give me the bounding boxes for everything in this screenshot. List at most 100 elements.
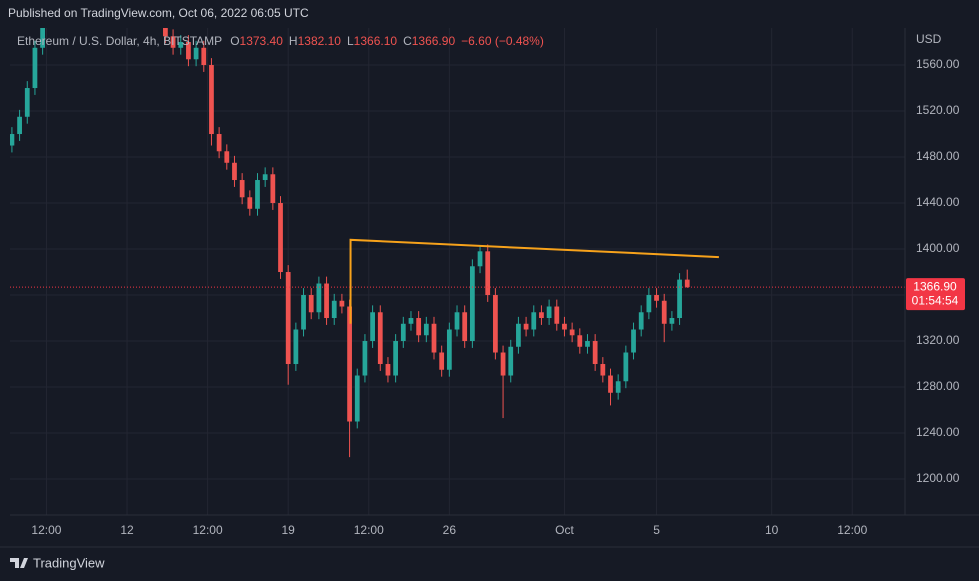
candle-body: [293, 329, 299, 365]
candle-body: [170, 36, 176, 48]
y-tick-label: 1240.00: [916, 425, 960, 439]
candle-body: [661, 300, 667, 324]
candle-body: [500, 352, 506, 376]
candle-body: [385, 364, 391, 376]
candle-body: [615, 381, 621, 393]
candle-body: [654, 295, 659, 301]
axes: 1200.001240.001280.001320.001360.001400.…: [31, 57, 965, 537]
candle-body: [569, 329, 575, 336]
candle-body: [316, 283, 322, 313]
trendline: [349, 238, 719, 324]
candle-body: [178, 42, 184, 48]
candle-body: [554, 306, 560, 324]
y-tick-label: 1520.00: [916, 103, 960, 117]
candle-body: [493, 295, 498, 353]
candle-body: [623, 352, 629, 382]
candle-body: [469, 266, 475, 342]
x-tick-label: 26: [443, 523, 457, 537]
price-label-box: [906, 278, 965, 311]
candle-body: [523, 323, 529, 330]
candle-body: [477, 251, 483, 267]
x-tick-label: 12:00: [31, 523, 61, 537]
candle-body: [423, 323, 429, 336]
candle-body: [416, 318, 422, 336]
candle-body: [209, 65, 214, 135]
y-tick-label: 1400.00: [916, 241, 960, 255]
candle-body: [347, 306, 352, 422]
candle-body: [362, 341, 368, 376]
candle-body: [331, 300, 337, 319]
candle-body: [592, 341, 598, 365]
candle-body: [216, 134, 222, 152]
candle-body: [193, 47, 199, 60]
candle-body: [454, 312, 460, 330]
legend-key: O: [230, 34, 239, 48]
candle-body: [370, 312, 375, 342]
legend: Ethereum / U.S. Dollar, 4h, BITSTAMP O137…: [17, 34, 544, 48]
legend-title: Ethereum / U.S. Dollar, 4h, BITSTAMP: [17, 34, 222, 48]
y-axis-label: USD: [916, 32, 942, 46]
x-tick-label: 10: [765, 523, 779, 537]
candle-body: [201, 47, 207, 66]
candle-body: [10, 134, 15, 146]
y-tick-label: 1280.00: [916, 379, 960, 393]
candle-body: [508, 346, 514, 376]
legend-key: H: [289, 34, 298, 48]
candle-body: [677, 279, 682, 319]
candle-body: [186, 42, 191, 60]
candle-body: [531, 312, 537, 330]
candle-body: [163, 28, 168, 37]
candle-body: [638, 312, 644, 330]
legend-value: 1382.10: [298, 34, 342, 48]
price-label: 1366.90: [913, 279, 957, 293]
candle-body: [262, 174, 268, 181]
candle-body: [600, 364, 606, 376]
candle-body: [431, 323, 437, 353]
candle-body: [439, 352, 445, 370]
candle-body: [539, 312, 544, 319]
legend-key: C: [403, 34, 412, 48]
candle-body: [669, 318, 675, 324]
x-tick-label: Oct: [555, 523, 574, 537]
candle-body: [354, 375, 360, 422]
plot: [10, 28, 905, 458]
grid: [10, 28, 905, 515]
legend-value: 1373.40: [240, 34, 284, 48]
y-tick-label: 1440.00: [916, 195, 960, 209]
legend-change: −6.60 (−0.48%): [461, 34, 544, 48]
candle-body: [631, 329, 636, 353]
candle-body: [462, 312, 468, 342]
legend-value: 1366.90: [412, 34, 456, 48]
y-tick-label: 1480.00: [916, 149, 960, 163]
published-note: Published on TradingView.com, Oct 06, 20…: [8, 6, 309, 20]
candle-body: [40, 28, 45, 48]
legend-key: L: [347, 34, 354, 48]
candle-body: [308, 295, 314, 313]
candle-body: [585, 341, 590, 347]
x-tick-label: 12: [120, 523, 134, 537]
candle-body: [239, 180, 245, 198]
candle-body: [324, 283, 329, 319]
candle-body: [270, 174, 276, 204]
candle-body: [393, 341, 399, 376]
candle-body: [32, 47, 38, 89]
candle-body: [232, 162, 237, 181]
candle-body: [247, 197, 253, 209]
candle-body: [278, 203, 283, 273]
candle-body: [377, 312, 383, 365]
candle-body: [562, 323, 567, 330]
candle-body: [608, 375, 613, 393]
y-tick-label: 1200.00: [916, 471, 960, 485]
x-tick-label: 12:00: [193, 523, 223, 537]
candle-body: [400, 323, 406, 342]
x-tick-label: 19: [282, 523, 296, 537]
candle-body: [285, 272, 291, 365]
candle-body: [339, 300, 345, 307]
x-tick-label: 12:00: [354, 523, 384, 537]
candle-body: [255, 180, 260, 209]
candle-body: [546, 306, 552, 319]
candle-body: [446, 329, 452, 370]
candle-body: [301, 295, 306, 330]
candle-body: [684, 279, 690, 288]
